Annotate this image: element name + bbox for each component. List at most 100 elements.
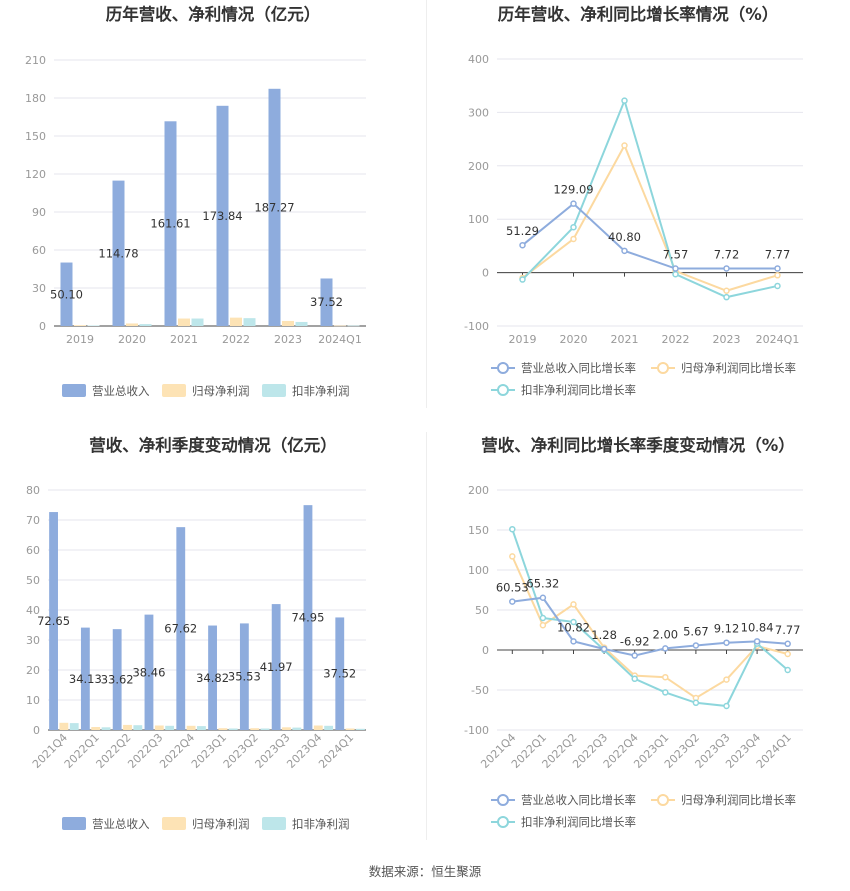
bar-扣非净利润 bbox=[292, 727, 302, 730]
chart-panel-quarterly-revenue: 营收、净利季度变动情况（亿元） 0 10 20 30 40 50 60 70 80 2021Q4 20… bbox=[0, 430, 425, 860]
data-point bbox=[672, 270, 679, 278]
legend-label: 营业总收入 bbox=[92, 384, 150, 398]
y-tick-label: 30 bbox=[32, 282, 46, 295]
bar-扣非净利润 bbox=[347, 325, 360, 327]
legend-marker bbox=[497, 816, 509, 828]
y-tick-label: 300 bbox=[468, 106, 489, 119]
bar-扣非净利润 bbox=[260, 728, 270, 730]
bar-扣非净利润 bbox=[197, 726, 206, 730]
bar-扣非净利润 bbox=[139, 324, 152, 326]
series-line-归母净利润同比增长率 bbox=[521, 143, 778, 292]
chart-svg: 历年营收、净利情况（亿元） 0 30 60 90 120 150 180 210 2019 2020… bbox=[25, 4, 366, 398]
x-tick-label: 2019 bbox=[509, 333, 537, 346]
data-point bbox=[570, 200, 577, 207]
data-point bbox=[774, 265, 781, 272]
data-point bbox=[753, 638, 761, 645]
data-label: 1.28 bbox=[591, 628, 617, 642]
data-point bbox=[723, 265, 730, 272]
chart-svg: 营收、净利季度变动情况（亿元）010203040506070802021Q420… bbox=[26, 435, 366, 831]
bar-归母净利润 bbox=[313, 725, 323, 730]
data-point bbox=[723, 287, 730, 295]
data-label: 60.53 bbox=[496, 581, 529, 595]
legend-swatch bbox=[62, 817, 86, 830]
data-label: 35.53 bbox=[228, 670, 261, 684]
data-point bbox=[570, 223, 577, 231]
y-tick-label: 90 bbox=[32, 206, 46, 219]
legend-label: 归母净利润同比增长率 bbox=[681, 361, 796, 375]
x-tick-label: 2020 bbox=[560, 333, 588, 346]
x-tick-label: 2023 bbox=[713, 333, 741, 346]
legend-label: 营业总收入同比增长率 bbox=[521, 793, 636, 807]
data-point bbox=[662, 689, 669, 696]
data-label: 33.62 bbox=[101, 673, 134, 687]
data-point bbox=[539, 594, 547, 601]
bar-扣非净利润 bbox=[87, 325, 100, 326]
legend-label: 营业总收入同比增长率 bbox=[521, 361, 636, 375]
data-label: 173.84 bbox=[202, 209, 242, 223]
data-point bbox=[774, 272, 781, 279]
legend-marker bbox=[497, 384, 509, 396]
data-point bbox=[570, 601, 577, 608]
bar-归母净利润 bbox=[154, 725, 164, 730]
data-label: 2.00 bbox=[652, 627, 678, 641]
y-tick-label: -100 bbox=[464, 320, 489, 333]
data-label: 37.52 bbox=[310, 295, 343, 309]
data-label: 10.82 bbox=[557, 620, 590, 634]
y-tick-label: 100 bbox=[468, 564, 489, 577]
series-line-营业总收入同比增长率 bbox=[521, 202, 778, 270]
x-tick-label: 2020 bbox=[118, 333, 146, 346]
bar-归母净利润 bbox=[282, 727, 291, 730]
bar-归母净利润 bbox=[74, 325, 86, 326]
data-label: 114.78 bbox=[98, 246, 138, 260]
bar-扣非净利润 bbox=[133, 725, 143, 730]
legend-label: 扣非净利润同比增长率 bbox=[521, 383, 636, 397]
x-tick-label: 2022 bbox=[662, 333, 690, 346]
y-tick-label: 60 bbox=[32, 244, 46, 257]
bar-营业总收入 bbox=[164, 121, 177, 326]
bar-归母净利润 bbox=[91, 727, 101, 730]
bar-营业总收入 bbox=[303, 505, 313, 730]
y-tick-label: 200 bbox=[468, 484, 489, 497]
y-tick-label: 40 bbox=[26, 604, 40, 617]
data-label: 40.80 bbox=[608, 230, 641, 244]
bar-营业总收入 bbox=[320, 278, 333, 326]
bar-营业总收入 bbox=[112, 180, 125, 326]
bar-扣非净利润 bbox=[69, 723, 79, 730]
bar-扣非净利润 bbox=[243, 318, 256, 326]
data-label: 7.77 bbox=[765, 247, 791, 261]
y-tick-label: 20 bbox=[26, 664, 40, 677]
data-point bbox=[723, 676, 730, 683]
bar-营业总收入 bbox=[335, 617, 345, 730]
data-label: 187.27 bbox=[254, 200, 294, 214]
y-tick-label: -50 bbox=[471, 684, 489, 697]
data-point bbox=[509, 598, 516, 605]
legend-label: 归母净利润 bbox=[192, 384, 250, 398]
bar-扣非净利润 bbox=[324, 725, 334, 730]
y-tick-label: 80 bbox=[26, 484, 40, 497]
y-tick-label: 400 bbox=[468, 53, 489, 66]
y-tick-label: 70 bbox=[26, 514, 40, 527]
bar-营业总收入 bbox=[216, 105, 229, 326]
bar-营业总收入 bbox=[239, 623, 249, 730]
y-tick-label: 10 bbox=[26, 694, 40, 707]
bar-归母净利润 bbox=[218, 728, 228, 730]
bar-归母净利润 bbox=[123, 724, 132, 730]
chart-svg: 历年营收、净利同比增长率情况（%） -100 0 100 200 300 400 2019 20… bbox=[464, 4, 803, 397]
bar-归母净利润 bbox=[334, 325, 346, 327]
data-point bbox=[539, 614, 547, 622]
legend-marker bbox=[657, 794, 669, 806]
chart-panel-annual-revenue: 历年营收、净利情况（亿元） 0 30 60 90 120 150 180 210 2019 2020… bbox=[0, 0, 425, 430]
y-tick-label: 150 bbox=[468, 524, 489, 537]
legend-marker bbox=[497, 362, 509, 374]
data-label: -6.92 bbox=[620, 635, 650, 649]
data-point bbox=[570, 618, 577, 626]
data-point bbox=[774, 282, 781, 290]
bar-归母净利润 bbox=[126, 323, 138, 326]
legend-swatch bbox=[162, 817, 186, 830]
data-point bbox=[662, 645, 669, 652]
data-point bbox=[509, 553, 516, 560]
bar-营业总收入 bbox=[144, 614, 154, 730]
x-tick-label: 2023 bbox=[274, 333, 302, 346]
y-tick-label: 150 bbox=[25, 130, 46, 143]
bar-归母净利润 bbox=[250, 728, 260, 730]
